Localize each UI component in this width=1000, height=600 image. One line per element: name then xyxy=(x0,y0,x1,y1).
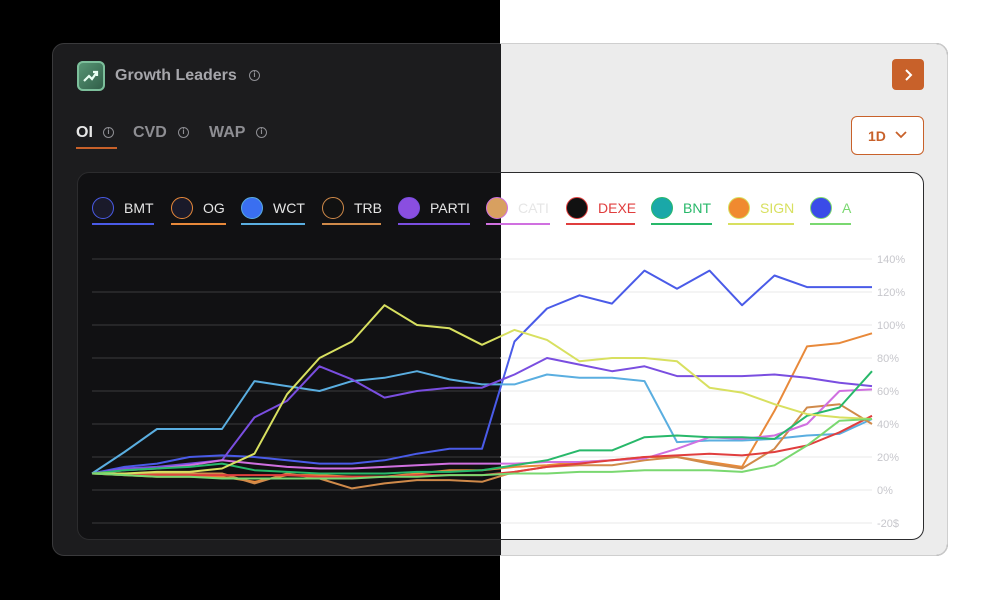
legend-underline xyxy=(810,223,851,225)
series-line-bnt[interactable] xyxy=(91,370,873,475)
legend-underline xyxy=(486,223,550,225)
y-tick-label: 120% xyxy=(877,287,905,299)
parti-icon xyxy=(398,197,420,219)
series-line-a[interactable] xyxy=(91,418,873,480)
legend-underline xyxy=(241,223,305,225)
legend-underline xyxy=(92,223,154,225)
time-range-dropdown[interactable]: 1D xyxy=(851,116,924,155)
legend-label: CATI xyxy=(518,200,549,216)
oi-info-icon[interactable] xyxy=(103,127,114,138)
legend-underline xyxy=(728,223,794,225)
series-line-cati[interactable] xyxy=(91,388,873,475)
tab-cvd[interactable]: CVD xyxy=(133,124,167,141)
legend-label: BNT xyxy=(683,200,711,216)
wap-info-icon[interactable] xyxy=(256,127,267,138)
y-tick-label: 60% xyxy=(877,386,899,398)
legend-label: DEXE xyxy=(598,200,637,216)
legend-label: A xyxy=(842,200,852,216)
title-info-icon[interactable] xyxy=(249,70,260,81)
y-tick-label: 80% xyxy=(877,353,899,365)
bmt-icon xyxy=(92,197,114,219)
cvd-info-icon[interactable] xyxy=(178,127,189,138)
next-button[interactable] xyxy=(892,59,924,90)
bnt-icon xyxy=(651,197,673,219)
dexe-icon xyxy=(566,197,588,219)
y-tick-label: -20$ xyxy=(877,518,899,530)
legend-label: TRB xyxy=(354,200,382,216)
active-tab-indicator xyxy=(76,147,117,149)
legend-label: PARTI xyxy=(430,200,470,216)
legend-label: SIGN xyxy=(760,200,795,216)
chevron-down-icon xyxy=(895,131,907,139)
legend-underline xyxy=(651,223,712,225)
legend-label: BMT xyxy=(124,200,154,216)
y-tick-label: 0% xyxy=(877,485,893,497)
legend-underline xyxy=(566,223,635,225)
card-title: Growth Leaders xyxy=(115,67,237,84)
wct-icon xyxy=(241,197,263,219)
legend-label: WCT xyxy=(273,200,305,216)
y-tick-label: 140% xyxy=(877,254,905,266)
y-tick-label: 100% xyxy=(877,320,905,332)
legend-label: OG xyxy=(203,200,225,216)
time-range-value: 1D xyxy=(868,128,886,144)
series-line-bmt[interactable] xyxy=(91,269,872,475)
a-icon xyxy=(810,197,832,219)
trb-icon xyxy=(322,197,344,219)
og-icon xyxy=(171,197,193,219)
legend-underline xyxy=(398,223,470,225)
sign-icon xyxy=(728,197,750,219)
tab-oi[interactable]: OI xyxy=(76,124,93,141)
series-line-trb[interactable] xyxy=(92,403,873,490)
legend-underline xyxy=(322,223,381,225)
growth-chart-logo-icon xyxy=(77,61,105,91)
tab-wap[interactable]: WAP xyxy=(209,124,246,141)
series-line-wct[interactable] xyxy=(91,370,873,475)
y-tick-label: 20% xyxy=(877,452,899,464)
legend-underline xyxy=(171,223,226,225)
cati-icon xyxy=(486,197,508,219)
series-line-sign[interactable] xyxy=(92,304,873,475)
y-tick-label: 40% xyxy=(877,419,899,431)
